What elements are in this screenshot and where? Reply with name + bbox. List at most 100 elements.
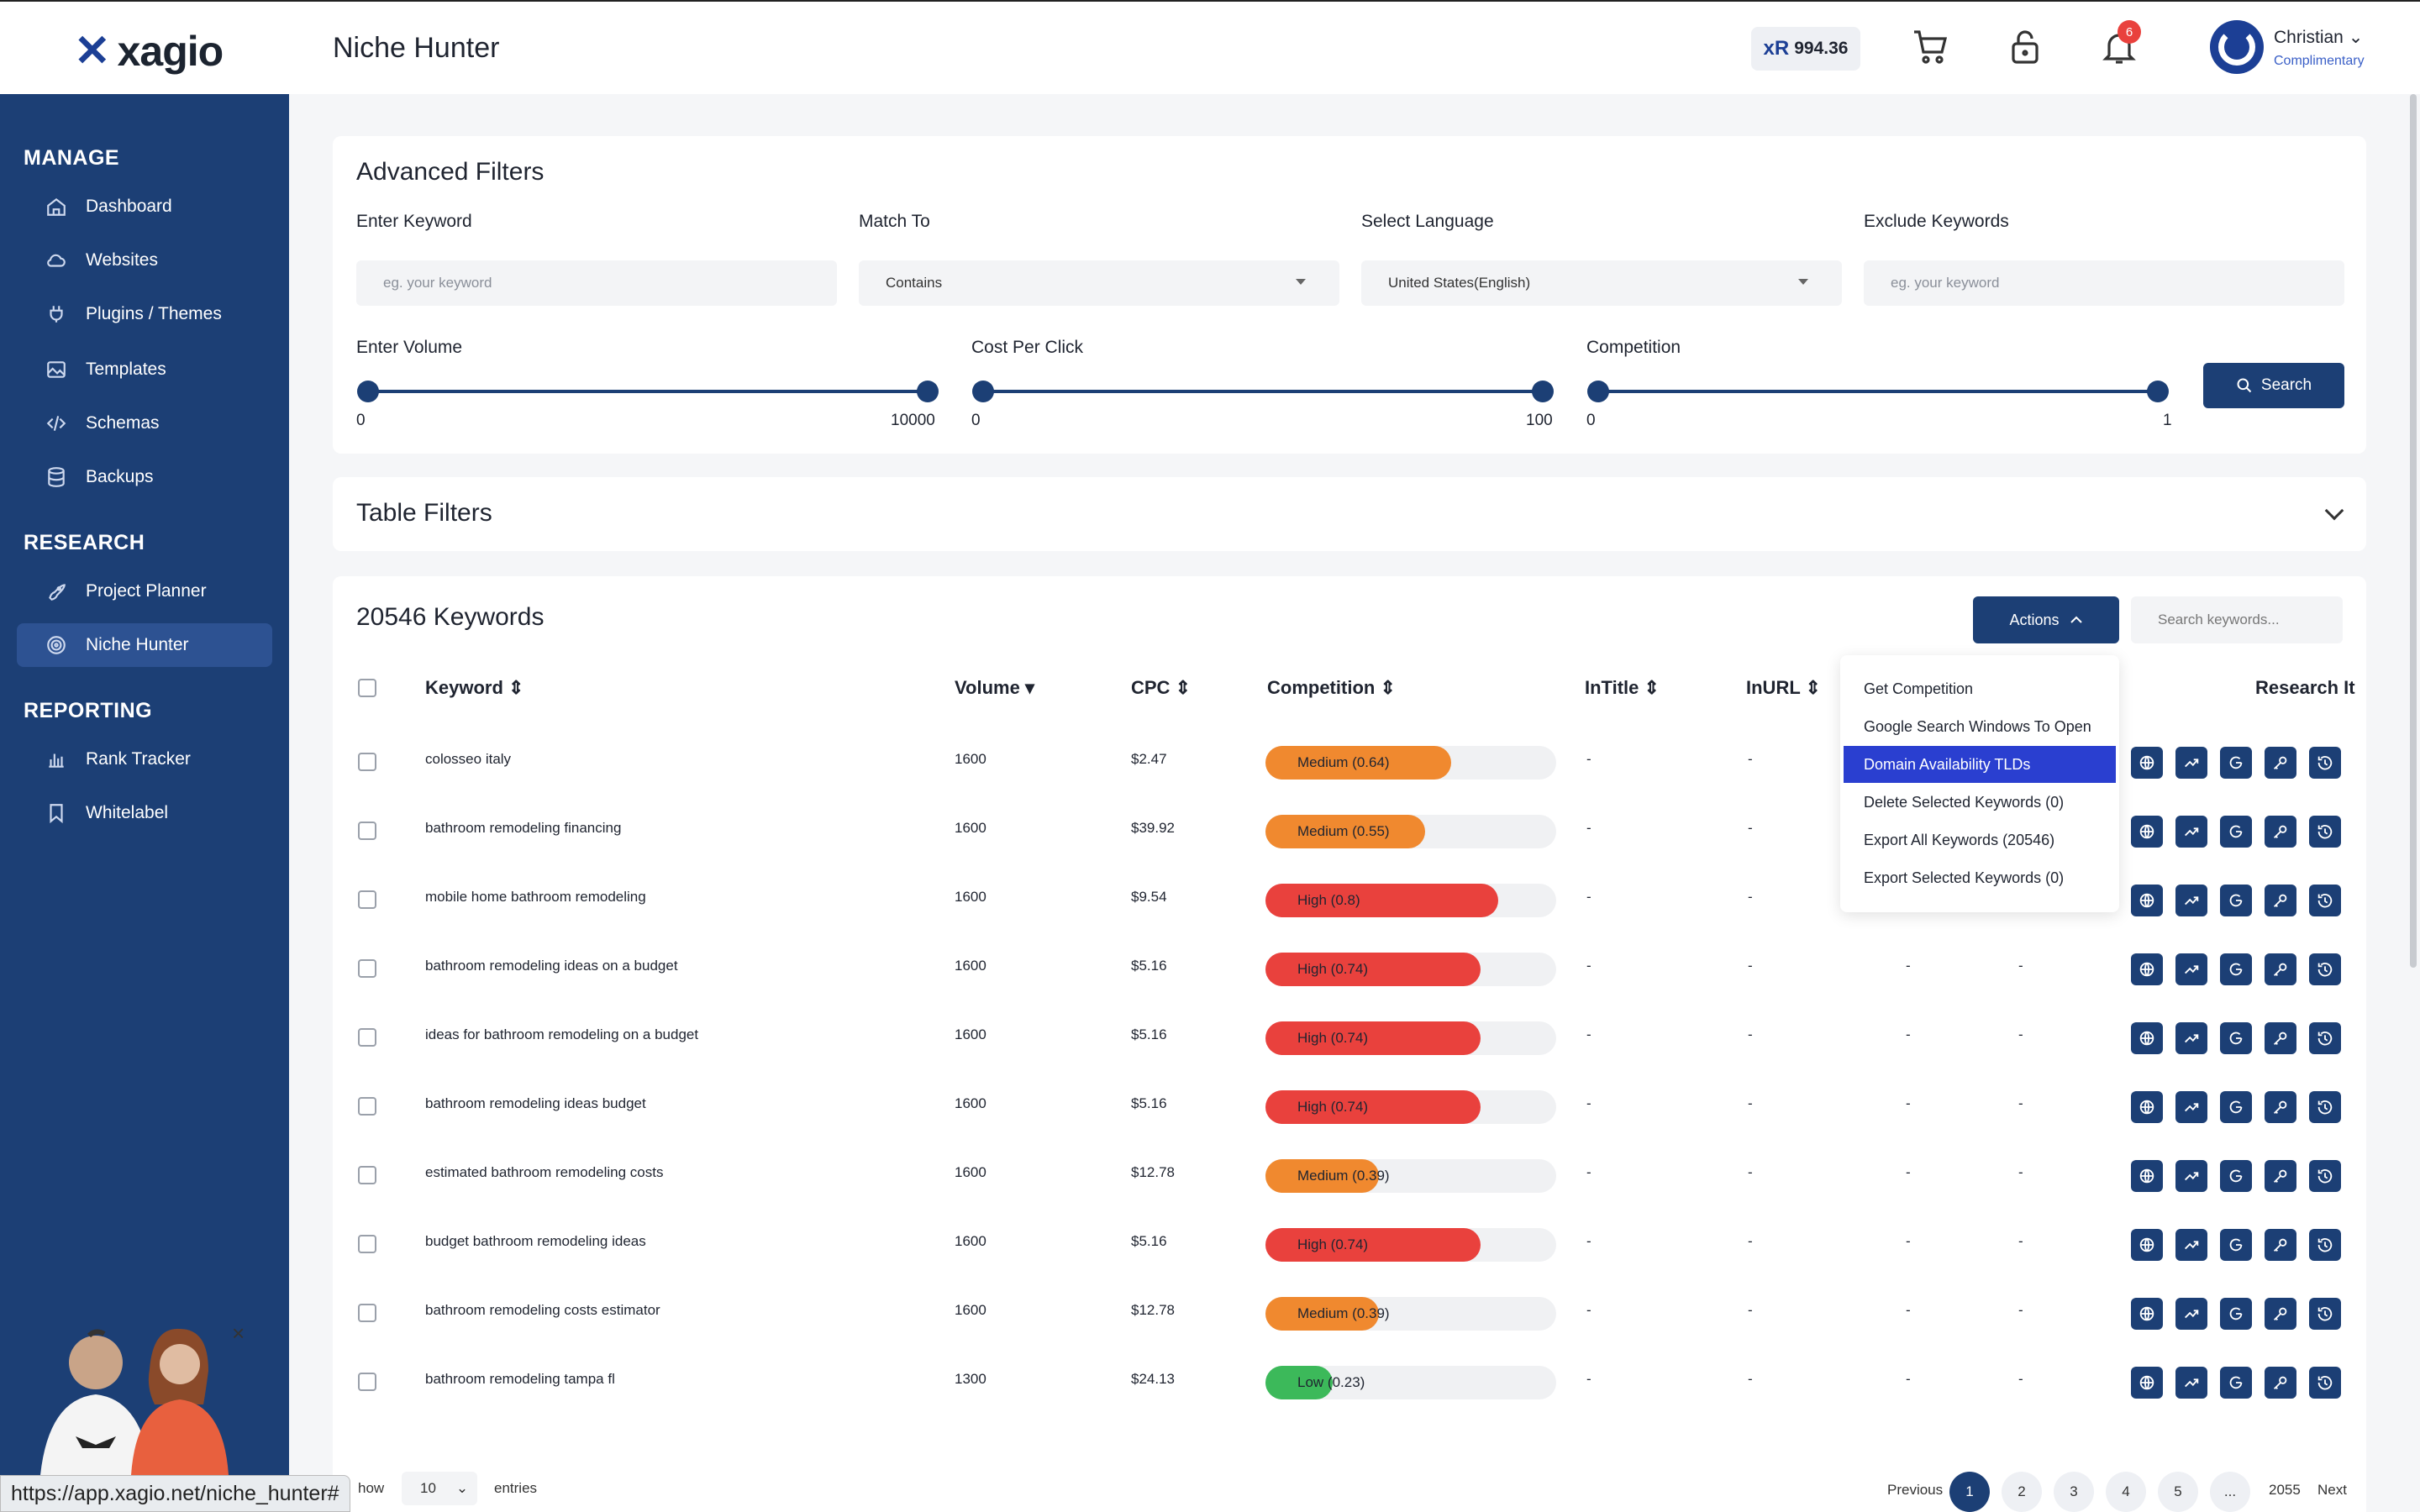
- language-select[interactable]: United States(English): [1361, 260, 1842, 306]
- keyword-cell[interactable]: bathroom remodeling ideas on a budget: [425, 958, 678, 974]
- row-checkbox[interactable]: [358, 822, 376, 840]
- research-trend-button[interactable]: [2175, 1367, 2207, 1399]
- cart-icon[interactable]: [1911, 27, 1951, 69]
- sidebar-item-plugins-themes[interactable]: Plugins / Themes: [17, 292, 272, 336]
- row-checkbox[interactable]: [358, 1373, 376, 1391]
- pagination-next[interactable]: Next: [2317, 1482, 2347, 1498]
- research-key-button[interactable]: [2265, 953, 2296, 985]
- volume-max-handle[interactable]: [917, 381, 939, 402]
- keyword-cell[interactable]: bathroom remodeling ideas budget: [425, 1095, 646, 1111]
- research-trend-button[interactable]: [2175, 885, 2207, 916]
- support-video-widget[interactable]: [24, 1310, 250, 1475]
- research-history-button[interactable]: [2309, 885, 2341, 916]
- logo[interactable]: ✕ xagio: [74, 27, 224, 76]
- scrollbar[interactable]: [2410, 94, 2417, 968]
- research-google-button[interactable]: [2220, 1367, 2252, 1399]
- column-competition[interactable]: Competition ⇕: [1267, 677, 1396, 699]
- sidebar-item-templates[interactable]: Templates: [17, 348, 272, 391]
- research-history-button[interactable]: [2309, 816, 2341, 848]
- column-inurl[interactable]: InURL ⇕: [1746, 677, 1821, 699]
- menu-item-export-selected[interactable]: Export Selected Keywords (0): [1864, 869, 2065, 886]
- volume-min-handle[interactable]: [357, 381, 379, 402]
- sidebar-item-whitelabel[interactable]: Whitelabel: [17, 791, 272, 835]
- research-key-button[interactable]: [2265, 1091, 2296, 1123]
- sidebar-item-websites[interactable]: Websites: [17, 239, 272, 282]
- user-menu[interactable]: Christian ⌄: [2274, 27, 2363, 48]
- research-key-button[interactable]: [2265, 1160, 2296, 1192]
- competition-min-handle[interactable]: [1587, 381, 1609, 402]
- row-checkbox[interactable]: [358, 1166, 376, 1184]
- keyword-cell[interactable]: budget bathroom remodeling ideas: [425, 1233, 646, 1249]
- research-google-button[interactable]: [2220, 953, 2252, 985]
- research-history-button[interactable]: [2309, 1091, 2341, 1123]
- research-google-button[interactable]: [2220, 1298, 2252, 1330]
- research-google-button[interactable]: [2220, 1091, 2252, 1123]
- keyword-cell[interactable]: bathroom remodeling financing: [425, 820, 622, 836]
- pagination-page[interactable]: 1: [1949, 1472, 1990, 1512]
- research-key-button[interactable]: [2265, 1367, 2296, 1399]
- research-key-button[interactable]: [2265, 1022, 2296, 1054]
- research-google-button[interactable]: [2220, 1229, 2252, 1261]
- keyword-cell[interactable]: bathroom remodeling costs estimator: [425, 1302, 660, 1318]
- volume-slider[interactable]: [357, 381, 939, 402]
- research-key-button[interactable]: [2265, 747, 2296, 779]
- sidebar-item-rank-tracker[interactable]: Rank Tracker: [17, 738, 272, 781]
- chevron-down-icon[interactable]: [2324, 501, 2344, 521]
- row-checkbox[interactable]: [358, 753, 376, 771]
- research-trend-button[interactable]: [2175, 1022, 2207, 1054]
- lock-icon[interactable]: [2005, 27, 2045, 69]
- pagination-page[interactable]: 4: [2106, 1472, 2146, 1512]
- keyword-cell[interactable]: bathroom remodeling tampa fl: [425, 1371, 615, 1387]
- research-google-button[interactable]: [2220, 1160, 2252, 1192]
- table-filters-card[interactable]: Table Filters: [333, 477, 2366, 551]
- research-globe-button[interactable]: [2131, 1229, 2163, 1261]
- research-globe-button[interactable]: [2131, 1091, 2163, 1123]
- research-history-button[interactable]: [2309, 747, 2341, 779]
- sidebar-item-schemas[interactable]: Schemas: [17, 402, 272, 445]
- research-key-button[interactable]: [2265, 1298, 2296, 1330]
- menu-item-domain-availability-tlds[interactable]: Domain Availability TLDs: [1844, 746, 2116, 783]
- entries-select[interactable]: 10 ⌄: [402, 1472, 477, 1505]
- keyword-cell[interactable]: colosseo italy: [425, 751, 512, 767]
- research-history-button[interactable]: [2309, 1022, 2341, 1054]
- research-trend-button[interactable]: [2175, 953, 2207, 985]
- actions-button[interactable]: Actions: [1973, 596, 2119, 643]
- row-checkbox[interactable]: [358, 1097, 376, 1116]
- cpc-min-handle[interactable]: [972, 381, 994, 402]
- row-checkbox[interactable]: [358, 1304, 376, 1322]
- exclude-keywords-input[interactable]: eg. your keyword: [1864, 260, 2344, 306]
- keyword-cell[interactable]: mobile home bathroom remodeling: [425, 889, 646, 905]
- keyword-cell[interactable]: estimated bathroom remodeling costs: [425, 1164, 664, 1180]
- avatar[interactable]: [2210, 20, 2264, 74]
- match-to-select[interactable]: Contains: [859, 260, 1339, 306]
- row-checkbox[interactable]: [358, 890, 376, 909]
- research-key-button[interactable]: [2265, 885, 2296, 916]
- research-history-button[interactable]: [2309, 1298, 2341, 1330]
- pagination-page[interactable]: 5: [2158, 1472, 2198, 1512]
- column-intitle[interactable]: InTitle ⇕: [1585, 677, 1660, 699]
- research-globe-button[interactable]: [2131, 816, 2163, 848]
- research-key-button[interactable]: [2265, 816, 2296, 848]
- cpc-max-handle[interactable]: [1532, 381, 1554, 402]
- row-checkbox[interactable]: [358, 1235, 376, 1253]
- research-trend-button[interactable]: [2175, 1298, 2207, 1330]
- keyword-cell[interactable]: ideas for bathroom remodeling on a budge…: [425, 1026, 699, 1042]
- row-checkbox[interactable]: [358, 959, 376, 978]
- research-globe-button[interactable]: [2131, 1367, 2163, 1399]
- menu-item-google-search-windows[interactable]: Google Search Windows To Open: [1864, 717, 2091, 735]
- research-history-button[interactable]: [2309, 1160, 2341, 1192]
- research-globe-button[interactable]: [2131, 1022, 2163, 1054]
- row-checkbox[interactable]: [358, 1028, 376, 1047]
- sidebar-item-project-planner[interactable]: Project Planner: [17, 570, 272, 613]
- pagination-page[interactable]: 2: [2002, 1472, 2042, 1512]
- search-button[interactable]: Search: [2203, 363, 2344, 408]
- research-globe-button[interactable]: [2131, 1160, 2163, 1192]
- research-trend-button[interactable]: [2175, 1160, 2207, 1192]
- select-all-checkbox[interactable]: [358, 679, 376, 697]
- column-keyword[interactable]: Keyword ⇕: [425, 677, 523, 699]
- keyword-input[interactable]: eg. your keyword: [356, 260, 837, 306]
- research-trend-button[interactable]: [2175, 816, 2207, 848]
- research-globe-button[interactable]: [2131, 1298, 2163, 1330]
- research-history-button[interactable]: [2309, 1229, 2341, 1261]
- competition-slider[interactable]: [1587, 381, 2169, 402]
